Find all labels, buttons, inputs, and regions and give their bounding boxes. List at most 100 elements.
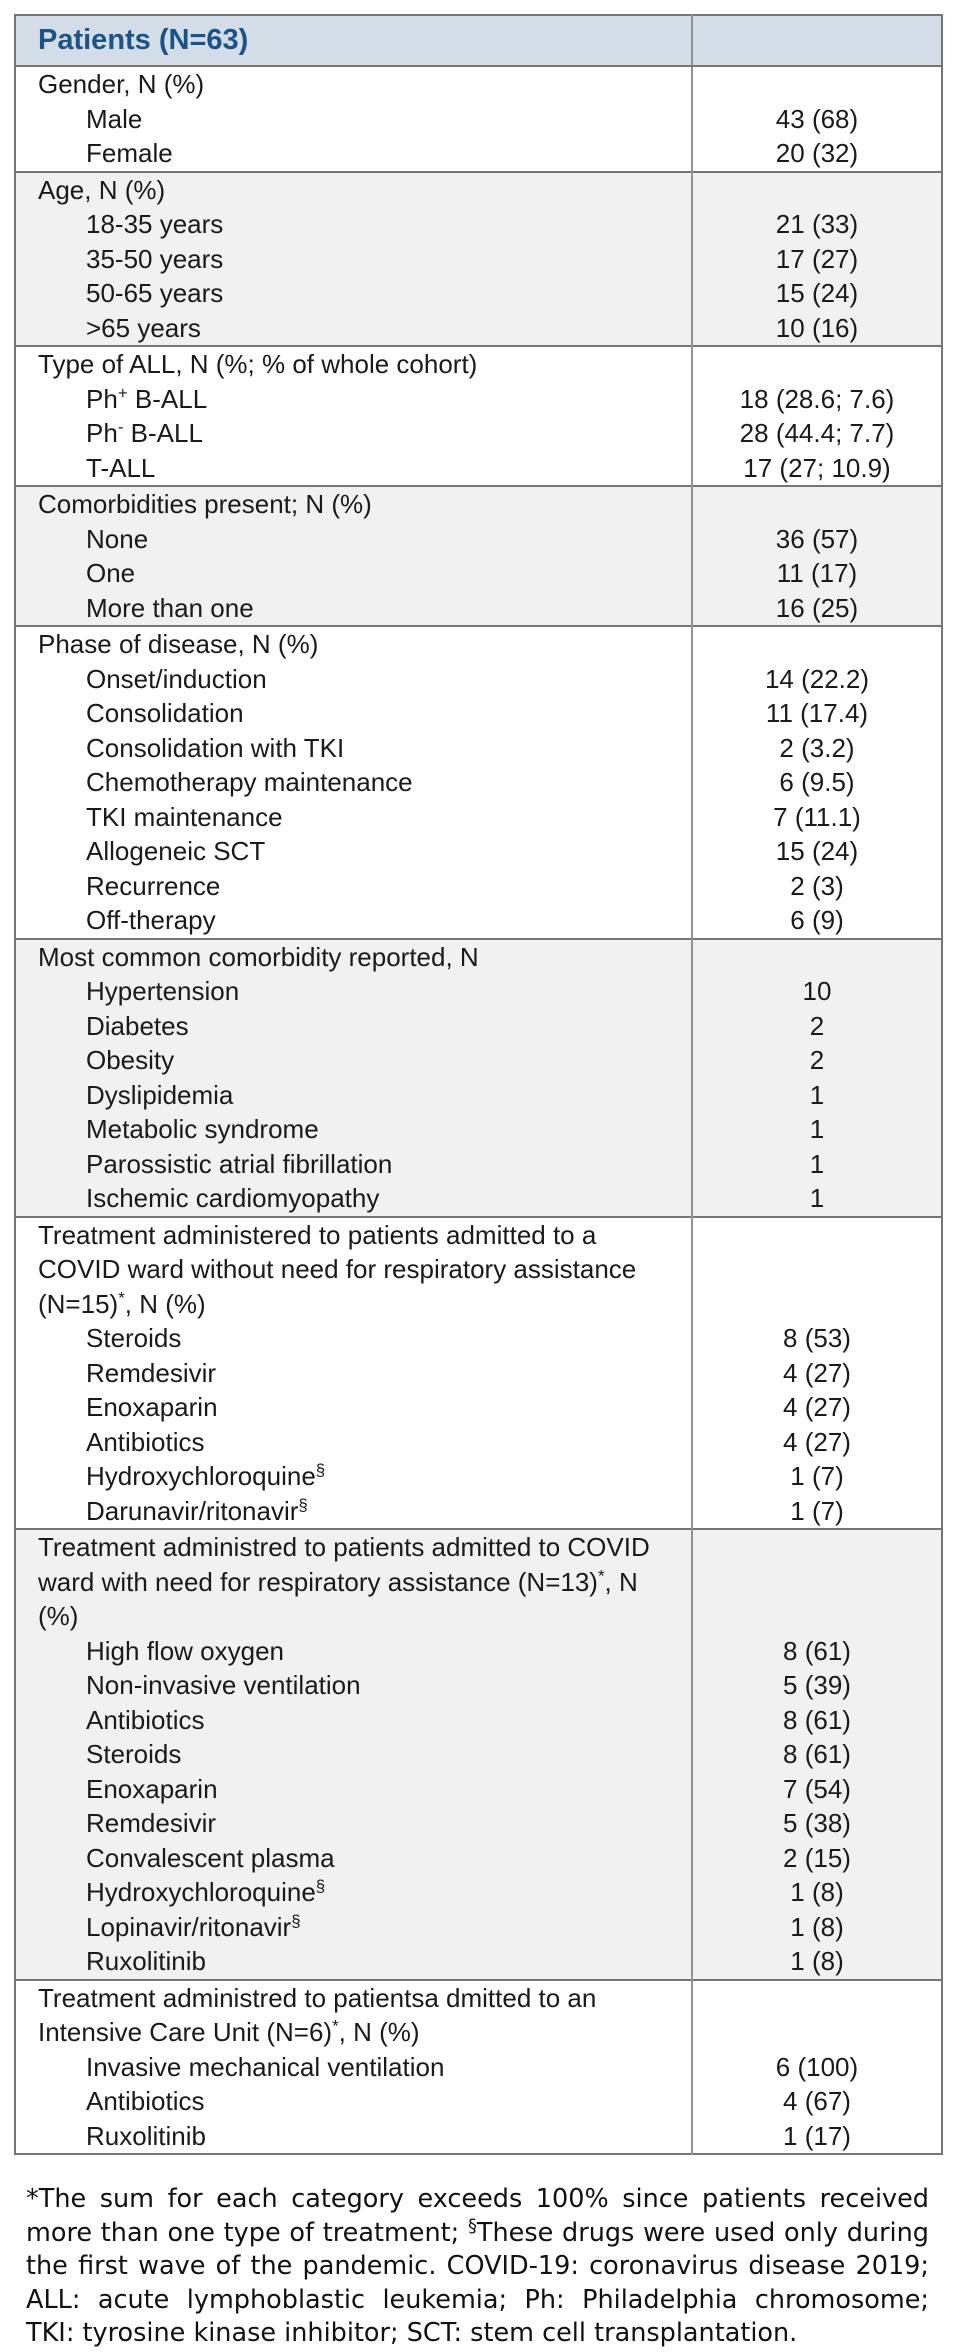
table-row: Treatment administered to patients admit… <box>15 1216 942 1321</box>
table-row: Allogeneic SCT 15 (24) <box>15 834 942 869</box>
table-row: Hypertension 10 <box>15 974 942 1009</box>
table-row: Male 43 (68) <box>15 101 942 136</box>
row-category-label: Treatment administred to patients admitt… <box>38 1532 650 1631</box>
table-section: Treatment administered to patients admit… <box>15 1216 942 1529</box>
row-item-label: Obesity <box>86 1045 175 1075</box>
row-value: 28 (44.4; 7.7) <box>691 416 942 451</box>
row-value: 1 (8) <box>691 1909 942 1944</box>
superscript-marker: § <box>467 2215 477 2236</box>
row-value: 4 (27) <box>691 1390 942 1425</box>
row-value: 1 (8) <box>691 1875 942 1910</box>
table-section: Treatment administred to patients admitt… <box>15 1529 942 1980</box>
table-row: Type of ALL, N (%; % of whole cohort) <box>15 346 942 382</box>
row-category-label: Most common comorbidity reported, N <box>38 941 479 972</box>
table-row: One 11 (17) <box>15 556 942 591</box>
table-row: Antibiotics 4 (67) <box>15 2084 942 2119</box>
table-row: More than one 16 (25) <box>15 590 942 626</box>
table-row: Antibiotics 8 (61) <box>15 1702 942 1737</box>
row-item-label: Steroids <box>86 1323 182 1353</box>
table-row: Treatment administred to patients admitt… <box>15 1529 942 1634</box>
table-row: Antibiotics 4 (27) <box>15 1424 942 1459</box>
table-row: Onset/induction 14 (22.2) <box>15 661 942 696</box>
superscript-marker: § <box>298 1494 308 1514</box>
row-value: 1 (7) <box>691 1493 942 1529</box>
row-item-label: More than one <box>86 592 254 623</box>
table-row: Ph- B-ALL 28 (44.4; 7.7) <box>15 416 942 451</box>
row-item-label: Ph+ B-ALL <box>86 382 208 414</box>
row-value: 2 <box>691 1043 942 1078</box>
row-value: 8 (61) <box>691 1737 942 1772</box>
row-category-label: Treatment administered to patients admit… <box>38 1219 637 1319</box>
row-value <box>691 1216 942 1321</box>
row-item-label: Consolidation with TKI <box>86 732 345 763</box>
row-item-label: Metabolic syndrome <box>86 1114 319 1144</box>
table-row: Ischemic cardiomyopathy 1 <box>15 1181 942 1217</box>
row-item-label: Ischemic cardiomyopathy <box>86 1183 380 1213</box>
superscript-marker: * <box>118 1287 125 1307</box>
row-value <box>691 626 942 662</box>
table-row: Remdesivir 4 (27) <box>15 1355 942 1390</box>
row-value: 11 (17.4) <box>691 696 942 731</box>
row-item-label: Female <box>86 138 173 168</box>
row-item-label: Ruxolitinib <box>86 1946 206 1976</box>
row-item-label: Parossistic atrial fibrillation <box>86 1148 393 1179</box>
row-value: 10 (16) <box>691 310 942 346</box>
table-row: Enoxaparin 4 (27) <box>15 1390 942 1425</box>
table-row: Invasive mechanical ventilation 6 (100) <box>15 2049 942 2084</box>
row-item-label: Enoxaparin <box>86 1773 218 1804</box>
row-value: 2 <box>691 1008 942 1043</box>
row-value: 17 (27) <box>691 241 942 276</box>
row-value: 1 <box>691 1146 942 1181</box>
row-category-label: Age, N (%) <box>38 174 166 205</box>
row-item-label: T-ALL <box>86 452 156 483</box>
row-value <box>691 346 942 382</box>
row-value: 1 <box>691 1181 942 1217</box>
table-section: Comorbidities present; N (%) None 36 (57) O… <box>15 486 942 626</box>
table-row: Metabolic syndrome 1 <box>15 1112 942 1147</box>
row-item-label: Antibiotics <box>86 1426 205 1457</box>
table-section: Age, N (%) 18-35 years 21 (33) 35-50 years 1… <box>15 171 942 346</box>
table-section: Most common comorbidity reported, N Hyper… <box>15 938 942 1217</box>
table-row: Recurrence 2 (3) <box>15 868 942 903</box>
row-value: 1 <box>691 1112 942 1147</box>
row-value: 15 (24) <box>691 834 942 869</box>
row-value: 15 (24) <box>691 276 942 311</box>
table-row: 35-50 years 17 (27) <box>15 241 942 276</box>
row-value: 36 (57) <box>691 521 942 556</box>
row-item-label: Hypertension <box>86 976 240 1006</box>
row-value <box>691 1529 942 1634</box>
row-value: 4 (67) <box>691 2084 942 2119</box>
table-row: High flow oxygen 8 (61) <box>15 1633 942 1668</box>
table-row: >65 years 10 (16) <box>15 310 942 346</box>
superscript-marker: - <box>117 417 124 437</box>
row-value: 5 (38) <box>691 1806 942 1841</box>
row-value: 6 (100) <box>691 2049 942 2084</box>
row-value: 5 (39) <box>691 1668 942 1703</box>
footnote: *The sum for each category exceeds 100% … <box>26 2184 929 2348</box>
row-value: 1 (17) <box>691 2118 942 2154</box>
row-category-label: Type of ALL, N (%; % of whole cohort) <box>38 349 478 379</box>
row-value <box>691 1979 942 2050</box>
superscript-marker: § <box>315 1460 326 1480</box>
row-item-label: Ph- B-ALL <box>86 417 203 448</box>
row-item-label: Off-therapy <box>86 905 216 935</box>
superscript-marker: § <box>291 1910 301 1930</box>
row-value: 20 (32) <box>691 136 942 172</box>
row-value <box>691 486 942 522</box>
row-value: 43 (68) <box>691 101 942 136</box>
table-row: 50-65 years 15 (24) <box>15 276 942 311</box>
row-value: 8 (61) <box>691 1702 942 1737</box>
row-item-label: Consolidation <box>86 698 244 728</box>
table-row: Remdesivir 5 (38) <box>15 1806 942 1841</box>
table-row: Gender, N (%) <box>15 66 942 102</box>
row-value: 21 (33) <box>691 207 942 242</box>
table-row: Off-therapy 6 (9) <box>15 903 942 939</box>
table-row: Phase of disease, N (%) <box>15 626 942 662</box>
table-row: Obesity 2 <box>15 1043 942 1078</box>
table-row: Consolidation 11 (17.4) <box>15 696 942 731</box>
row-item-label: None <box>86 523 149 554</box>
table-row: TKI maintenance 7 (11.1) <box>15 799 942 834</box>
row-item-label: Antibiotics <box>86 1704 205 1735</box>
row-value: 2 (3.2) <box>691 730 942 765</box>
